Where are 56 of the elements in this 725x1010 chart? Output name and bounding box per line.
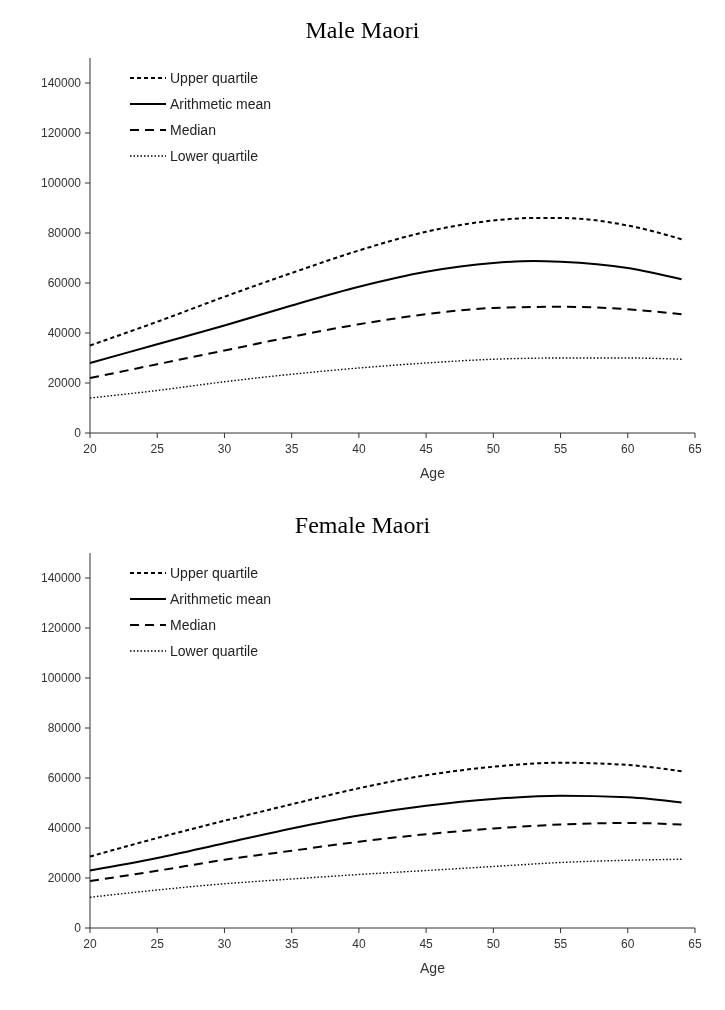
x-tick-label: 55 — [553, 442, 568, 456]
chart-title: Female Maori — [294, 512, 431, 538]
line-series — [89, 761, 683, 858]
x-tick-label: 60 — [621, 937, 635, 951]
x-tick-label: 50 — [486, 937, 501, 951]
x-tick-label: 40 — [352, 937, 366, 951]
x-tick-label: 35 — [284, 442, 299, 456]
y-tick-label: 0 — [74, 921, 82, 936]
x-tick-label: 20 — [83, 442, 97, 456]
line-series — [89, 260, 683, 364]
legend-label: Upper quartile — [170, 69, 259, 86]
x-tick-label: 55 — [553, 937, 568, 951]
y-tick-label: 120000 — [40, 126, 82, 141]
y-tick-label: 20000 — [47, 376, 82, 391]
y-tick-label: 140000 — [40, 76, 82, 91]
y-tick-label: 100000 — [40, 671, 82, 686]
legend-label: Lower quartile — [170, 642, 259, 659]
x-tick-label: 65 — [688, 937, 702, 951]
y-tick-label: 60000 — [47, 276, 82, 291]
y-tick-label: 80000 — [47, 721, 82, 736]
line-series — [89, 858, 683, 898]
y-tick-label: 20000 — [47, 871, 82, 886]
y-tick-label: 120000 — [40, 621, 82, 636]
legend-label: Median — [170, 616, 216, 633]
y-tick-label: 80000 — [47, 226, 82, 241]
line-series — [89, 217, 683, 347]
x-axis-title: Age — [420, 465, 446, 481]
x-tick-label: 35 — [284, 937, 299, 951]
line-series — [89, 305, 683, 379]
x-tick-label: 45 — [419, 442, 434, 456]
y-tick-label: 40000 — [47, 326, 82, 341]
x-tick-label: 30 — [217, 442, 232, 456]
y-tick-label: 140000 — [40, 571, 82, 586]
legend-label: Median — [170, 121, 216, 138]
x-tick-label: 25 — [150, 442, 165, 456]
legend-label: Arithmetic mean — [170, 95, 272, 112]
legend-label: Upper quartile — [170, 564, 259, 581]
legend-label: Lower quartile — [170, 147, 259, 164]
x-tick-label: 50 — [486, 442, 501, 456]
x-tick-label: 60 — [621, 442, 635, 456]
legend-label: Arithmetic mean — [170, 590, 272, 607]
x-tick-label: 65 — [688, 442, 702, 456]
x-axis-title: Age — [420, 960, 446, 976]
x-tick-label: 30 — [217, 937, 232, 951]
y-tick-label: 100000 — [40, 176, 82, 191]
line-series — [89, 822, 683, 882]
chart-title: Male Maori — [305, 17, 420, 43]
y-tick-label: 40000 — [47, 821, 82, 836]
line-series — [89, 794, 683, 872]
x-tick-label: 45 — [419, 937, 434, 951]
x-tick-label: 40 — [352, 442, 366, 456]
y-tick-label: 60000 — [47, 771, 82, 786]
x-tick-label: 20 — [83, 937, 97, 951]
x-tick-label: 25 — [150, 937, 165, 951]
y-tick-label: 0 — [74, 426, 82, 441]
line-series — [89, 357, 683, 399]
